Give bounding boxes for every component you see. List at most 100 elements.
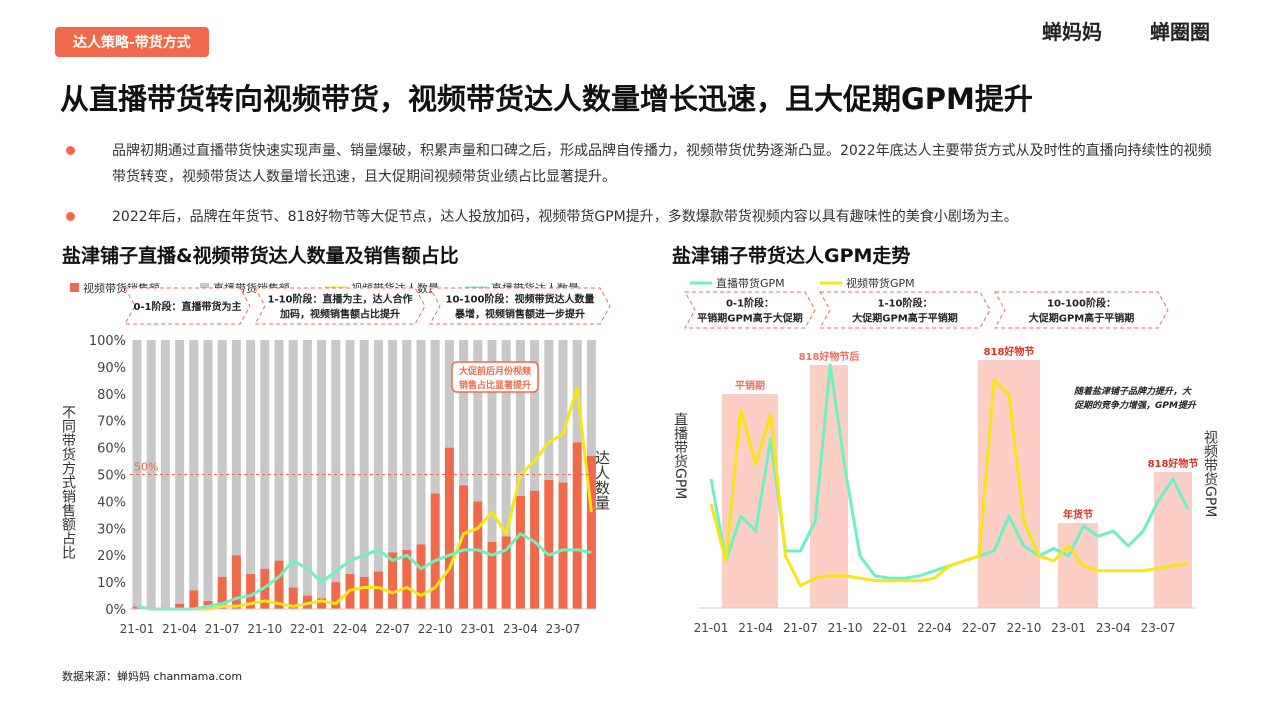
bar <box>558 340 568 483</box>
x-tick-label: 21-07 <box>783 621 818 635</box>
highlight-label: 年货节 <box>1063 508 1093 521</box>
y-tick-label: 20% <box>97 549 126 564</box>
stage-label: 大促期GPM高于平销期 <box>852 312 958 325</box>
bar <box>487 340 497 542</box>
bar <box>331 340 341 583</box>
bar <box>388 340 398 553</box>
bar <box>359 576 369 609</box>
stage-chevron <box>254 287 426 325</box>
annotation-box <box>451 361 539 393</box>
highlight-label: 平销期 <box>735 379 765 392</box>
logo: 蝉圈圈 <box>1150 20 1210 44</box>
bar <box>444 447 454 609</box>
y-tick-label: 30% <box>97 522 126 537</box>
bar <box>416 544 426 609</box>
bar <box>530 340 540 491</box>
x-tick-label: 22-10 <box>418 622 453 636</box>
bar <box>544 479 554 609</box>
bar <box>444 340 454 448</box>
bar <box>515 496 525 609</box>
bar <box>586 455 596 609</box>
bar <box>430 340 440 494</box>
x-tick-label: 21-04 <box>162 622 197 636</box>
bar <box>530 490 540 609</box>
stage-chevron <box>994 291 1169 329</box>
bullet-dot <box>66 212 75 221</box>
bar <box>473 501 483 609</box>
bar <box>189 340 199 591</box>
y-tick-label: 50% <box>97 469 126 484</box>
stage-label: 平销期GPM高于大促期 <box>697 312 803 325</box>
chart-title: 盐津铺子带货达人GPM走势 <box>672 244 910 267</box>
bar <box>402 340 412 550</box>
annotation: 随着盐津铺子品牌力提升，大 <box>1074 386 1192 397</box>
bar <box>331 582 341 609</box>
bar <box>373 340 383 572</box>
bar <box>160 340 170 609</box>
stage-label: 10-100阶段：视频带货达人数量 <box>446 293 595 306</box>
logo: 蝉妈妈 <box>1042 20 1102 44</box>
bar <box>288 340 298 588</box>
bar <box>203 340 213 601</box>
line <box>136 532 592 611</box>
bar <box>430 493 440 609</box>
stage-label: 暴增，视频销售额进一步提升 <box>454 308 585 321</box>
line <box>709 378 1189 588</box>
bar <box>246 340 256 575</box>
highlight-label: 818好物节 <box>1148 457 1199 470</box>
bar <box>146 340 156 609</box>
legend-swatch <box>70 283 79 292</box>
stage-label: 1-10阶段：直播为主，达人合作 <box>267 293 412 306</box>
bar <box>345 340 355 575</box>
y-tick-label: 60% <box>97 442 126 457</box>
bar <box>515 340 525 497</box>
x-tick-label: 22-01 <box>290 622 325 636</box>
bar <box>402 549 412 609</box>
bullet: 2022年后，品牌在年货节、818好物节等大促节点，达人投放加码，视频带货GPM… <box>112 209 1018 225</box>
bullet-dot <box>66 146 75 155</box>
chart-title: 盐津铺子直播&视频带货达人数量及销售额占比 <box>62 244 459 267</box>
section-tag: 达人策略-带货方式 <box>55 27 209 57</box>
x-tick-label: 22-04 <box>333 622 368 636</box>
x-tick-label: 23-04 <box>503 622 538 636</box>
y2-axis-label: 达人数量 <box>593 450 611 510</box>
bar <box>175 340 185 604</box>
x-tick-label: 23-07 <box>546 622 581 636</box>
source: 数据来源：蝉妈妈 chanmama.com <box>62 670 243 683</box>
bar <box>231 340 241 556</box>
x-tick-label: 23-01 <box>1051 621 1086 635</box>
bar <box>473 340 483 502</box>
stage-chevron <box>819 291 991 329</box>
bar <box>459 485 469 609</box>
bar <box>544 340 554 480</box>
x-tick-label: 23-04 <box>1096 621 1131 635</box>
bar <box>217 576 227 609</box>
y-tick-label: 40% <box>97 495 126 510</box>
x-tick-label: 22-04 <box>917 621 952 635</box>
stage-label: 加码，视频销售额占比提升 <box>279 308 400 321</box>
bar <box>189 590 199 609</box>
annotation: 促期的竞争力增强，GPM提升 <box>1074 400 1197 411</box>
bar <box>246 574 256 609</box>
bar <box>274 560 284 609</box>
bar <box>317 340 327 599</box>
bullet: 品牌初期通过直播带货快速实现声量、销量爆破，积累声量和口碑之后，形成品牌自传播力… <box>112 143 1212 185</box>
y-tick-label: 70% <box>97 415 126 430</box>
x-tick-label: 21-04 <box>738 621 773 635</box>
y-tick-label: 100% <box>89 334 126 349</box>
bar <box>501 340 511 537</box>
bar <box>359 340 369 577</box>
page-title: 从直播带货转向视频带货，视频带货达人数量增长迅速，且大促期GPM提升 <box>60 82 1033 116</box>
bar <box>274 340 284 561</box>
bar <box>288 587 298 609</box>
bar <box>260 340 270 569</box>
stage-chevron <box>124 287 251 325</box>
x-tick-label: 21-10 <box>247 622 282 636</box>
bar <box>231 555 241 609</box>
stage-label: 大促期GPM高于平销期 <box>1029 312 1135 325</box>
highlight <box>1154 472 1192 608</box>
x-tick-label: 22-07 <box>375 622 410 636</box>
x-tick-label: 21-01 <box>120 622 155 636</box>
y-tick-label: 90% <box>97 361 126 376</box>
